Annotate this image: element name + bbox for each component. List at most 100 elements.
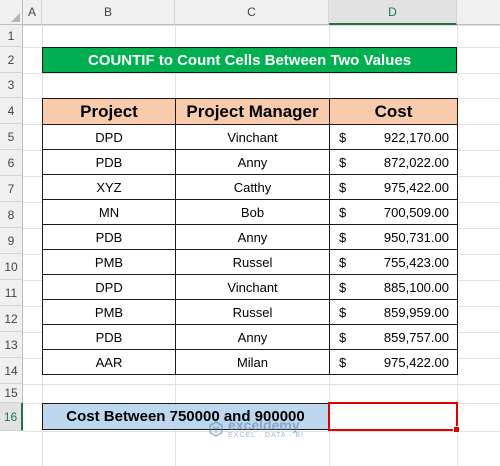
row-header-12[interactable]: 12 xyxy=(0,306,23,332)
project-cell[interactable]: PDB xyxy=(42,149,176,175)
cost-value: 975,422.00 xyxy=(383,179,449,195)
project-cell[interactable]: PMB xyxy=(42,249,176,275)
project-cell[interactable]: AAR xyxy=(42,349,176,375)
currency-symbol: $ xyxy=(339,154,347,170)
table-row: PMB Russel $755,423.00 xyxy=(42,249,458,275)
project-cost-table: Project Project Manager Cost DPD Vinchant… xyxy=(42,98,458,375)
gridline-horizontal xyxy=(23,25,500,26)
table-row: PDB Anny $950,731.00 xyxy=(42,224,458,250)
gridline-horizontal xyxy=(23,73,500,74)
summary-result-cell[interactable] xyxy=(328,402,460,433)
currency-symbol: $ xyxy=(339,129,347,145)
cost-value: 922,170.00 xyxy=(383,129,449,145)
column-header-a[interactable]: A xyxy=(23,0,42,25)
currency-symbol: $ xyxy=(339,229,347,245)
cost-cell[interactable]: $922,170.00 xyxy=(329,124,458,150)
gridline-vertical xyxy=(457,25,458,466)
currency-symbol: $ xyxy=(339,254,347,270)
table-row: MN Bob $700,509.00 xyxy=(42,199,458,225)
table-row: AAR Milan $975,422.00 xyxy=(42,349,458,375)
row-header-1[interactable]: 1 xyxy=(0,25,23,47)
cost-cell[interactable]: $885,100.00 xyxy=(329,274,458,300)
header-project-manager[interactable]: Project Manager xyxy=(175,98,330,125)
table-row: PDB Anny $859,757.00 xyxy=(42,324,458,350)
row-header-10[interactable]: 10 xyxy=(0,254,23,280)
project-cell[interactable]: DPD xyxy=(42,274,176,300)
cost-value: 975,422.00 xyxy=(383,354,449,370)
gridline-horizontal xyxy=(23,431,500,432)
table-row: XYZ Catthy $975,422.00 xyxy=(42,174,458,200)
cost-cell[interactable]: $755,423.00 xyxy=(329,249,458,275)
row-header-15[interactable]: 15 xyxy=(0,384,23,403)
exceldemy-logo-icon xyxy=(209,421,223,437)
watermark: exceldemy EXCEL · DATA · BI xyxy=(208,418,304,440)
project-cell[interactable]: PMB xyxy=(42,299,176,325)
row-header-14[interactable]: 14 xyxy=(0,358,23,384)
currency-symbol: $ xyxy=(339,304,347,320)
watermark-name: exceldemy xyxy=(228,417,300,433)
cost-cell[interactable]: $859,757.00 xyxy=(329,324,458,350)
row-header-4[interactable]: 4 xyxy=(0,98,23,124)
cost-cell[interactable]: $950,731.00 xyxy=(329,224,458,250)
table-row: DPD Vinchant $922,170.00 xyxy=(42,124,458,150)
cost-cell[interactable]: $872,022.00 xyxy=(329,149,458,175)
manager-cell[interactable]: Anny xyxy=(175,149,330,175)
table-header-row: Project Project Manager Cost xyxy=(42,98,458,125)
fill-handle[interactable] xyxy=(453,426,460,433)
table-row: PDB Anny $872,022.00 xyxy=(42,149,458,175)
cost-cell[interactable]: $975,422.00 xyxy=(329,174,458,200)
column-header-e[interactable] xyxy=(457,0,500,25)
manager-cell[interactable]: Russel xyxy=(175,299,330,325)
row-header-5[interactable]: 5 xyxy=(0,124,23,150)
row-header-3[interactable]: 3 xyxy=(0,73,23,98)
cost-value: 755,423.00 xyxy=(383,254,449,270)
row-header-2[interactable]: 2 xyxy=(0,47,23,73)
project-cell[interactable]: PDB xyxy=(42,324,176,350)
project-cell[interactable]: MN xyxy=(42,199,176,225)
manager-cell[interactable]: Milan xyxy=(175,349,330,375)
currency-symbol: $ xyxy=(339,204,347,220)
sheet-title[interactable]: COUNTIF to Count Cells Between Two Value… xyxy=(42,47,457,73)
manager-cell[interactable]: Bob xyxy=(175,199,330,225)
header-project[interactable]: Project xyxy=(42,98,176,125)
watermark-tagline: EXCEL · DATA · BI xyxy=(228,432,304,439)
currency-symbol: $ xyxy=(339,279,347,295)
manager-cell[interactable]: Vinchant xyxy=(175,274,330,300)
table-row: DPD Vinchant $885,100.00 xyxy=(42,274,458,300)
cost-value: 885,100.00 xyxy=(383,279,449,295)
manager-cell[interactable]: Catthy xyxy=(175,174,330,200)
row-header-11[interactable]: 11 xyxy=(0,280,23,306)
row-header-8[interactable]: 8 xyxy=(0,202,23,228)
currency-symbol: $ xyxy=(339,329,347,345)
row-header-13[interactable]: 13 xyxy=(0,332,23,358)
currency-symbol: $ xyxy=(339,354,347,370)
table-row: PMB Russel $859,959.00 xyxy=(42,299,458,325)
project-cell[interactable]: PDB xyxy=(42,224,176,250)
project-cell[interactable]: DPD xyxy=(42,124,176,150)
cost-value: 950,731.00 xyxy=(383,229,449,245)
project-cell[interactable]: XYZ xyxy=(42,174,176,200)
cost-value: 859,959.00 xyxy=(383,304,449,320)
select-all-corner[interactable] xyxy=(0,0,23,25)
summary-label-cell[interactable]: Cost Between 750000 and 900000 xyxy=(42,403,329,430)
cost-value: 872,022.00 xyxy=(383,154,449,170)
cost-cell[interactable]: $700,509.00 xyxy=(329,199,458,225)
row-header-16[interactable]: 16 xyxy=(0,403,23,431)
column-header-d[interactable]: D xyxy=(329,0,457,25)
row-header-9[interactable]: 9 xyxy=(0,228,23,254)
manager-cell[interactable]: Russel xyxy=(175,249,330,275)
column-header-b[interactable]: B xyxy=(42,0,175,25)
gridline-horizontal xyxy=(23,384,500,385)
manager-cell[interactable]: Vinchant xyxy=(175,124,330,150)
row-header-6[interactable]: 6 xyxy=(0,150,23,176)
manager-cell[interactable]: Anny xyxy=(175,224,330,250)
cost-cell[interactable]: $975,422.00 xyxy=(329,349,458,375)
column-header-c[interactable]: C xyxy=(175,0,329,25)
manager-cell[interactable]: Anny xyxy=(175,324,330,350)
row-header-7[interactable]: 7 xyxy=(0,176,23,202)
cost-cell[interactable]: $859,959.00 xyxy=(329,299,458,325)
currency-symbol: $ xyxy=(339,179,347,195)
select-all-triangle-icon xyxy=(11,13,20,22)
header-cost[interactable]: Cost xyxy=(329,98,458,125)
